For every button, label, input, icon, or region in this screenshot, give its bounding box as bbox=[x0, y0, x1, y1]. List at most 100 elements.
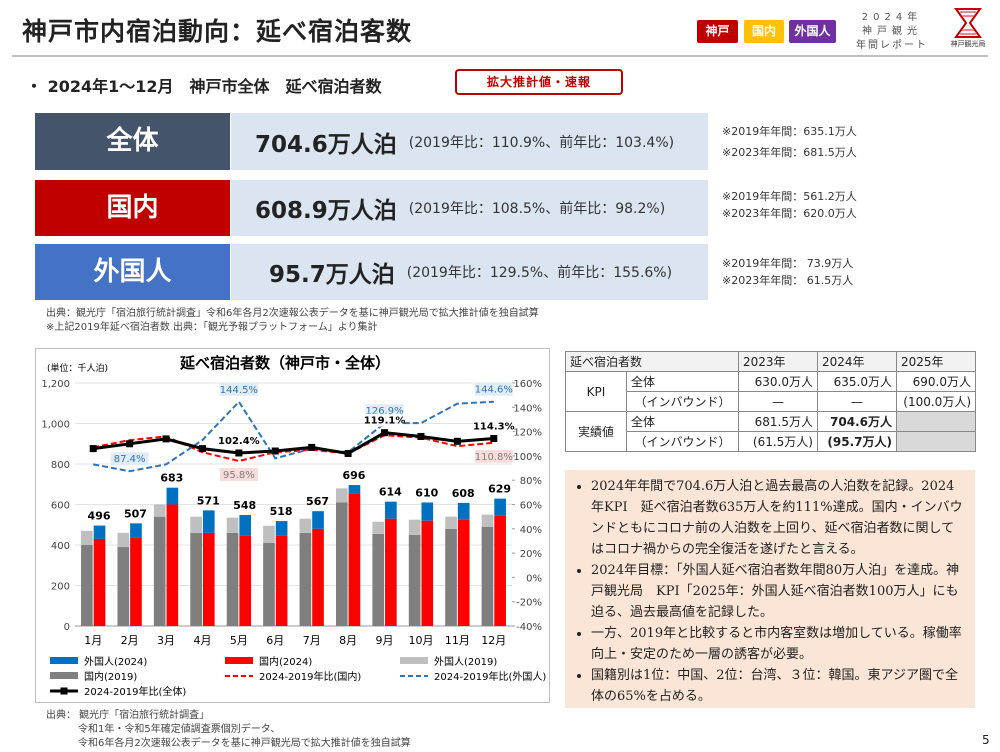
bar bbox=[117, 532, 130, 548]
legend-swatch bbox=[225, 657, 253, 664]
table-cell: 実績値 bbox=[565, 411, 627, 452]
tag: 外国人 bbox=[789, 20, 836, 43]
bar bbox=[202, 510, 215, 533]
label-bg bbox=[474, 419, 513, 433]
table-cell: 全体 bbox=[626, 371, 739, 392]
note: ※2023年年間： 61.5万人 bbox=[722, 274, 854, 287]
bar bbox=[93, 538, 106, 626]
row-label: 国内 bbox=[35, 180, 230, 236]
table-cell: （インバウンド） bbox=[626, 391, 739, 412]
total-label: 496 bbox=[88, 510, 111, 523]
line bbox=[93, 431, 494, 456]
x-tick-label: 10月 bbox=[408, 634, 433, 647]
bar bbox=[312, 528, 324, 626]
legend-swatch bbox=[50, 657, 78, 664]
x-tick-label: 4月 bbox=[193, 634, 211, 647]
table-cell: (61.5万人) bbox=[738, 431, 818, 452]
bar bbox=[335, 502, 348, 626]
bar bbox=[202, 532, 215, 626]
bar bbox=[275, 521, 288, 536]
bar bbox=[166, 487, 179, 505]
logo-text: 神戸観光局 bbox=[951, 39, 986, 48]
logo: 神戸観光局 bbox=[951, 8, 986, 48]
row-label: 外国人 bbox=[35, 244, 230, 300]
table-cell: (100.0万人) bbox=[896, 391, 976, 412]
total-label: 629 bbox=[488, 483, 511, 496]
bar bbox=[312, 511, 324, 529]
source-line: 出典：観光庁「宿泊旅行統計調査」令和6年各月2次速報公表データを基に神戸観光局で… bbox=[46, 308, 539, 319]
x-tick-label: 8月 bbox=[339, 634, 357, 647]
y-axis-label: (単位：千人泊) bbox=[47, 362, 108, 374]
label-bg bbox=[365, 413, 404, 427]
y2-tick-label: 140% bbox=[513, 403, 542, 414]
bullet: 国籍別は1位：中国、2位：台湾、３位：韓国。東アジア圏で全体の65%を占める。 bbox=[591, 665, 965, 707]
table-cell: 681.5万人 bbox=[738, 411, 818, 432]
x-tick-label: 1月 bbox=[84, 634, 102, 647]
marker bbox=[417, 432, 425, 440]
tag: 国内 bbox=[744, 20, 784, 43]
comparison: (2019年比：110.9%、前年比：103.4%) bbox=[408, 134, 675, 151]
notes: ※2019年年間：635.1万人 ※2023年年間：681.5万人 bbox=[722, 121, 857, 163]
bar bbox=[299, 518, 312, 533]
data-label: 144.6% bbox=[475, 385, 513, 396]
data-label: 126.9% bbox=[365, 406, 403, 417]
bar bbox=[275, 535, 288, 626]
marker bbox=[126, 440, 134, 448]
data-label: 87.4% bbox=[114, 454, 146, 465]
label-bg bbox=[219, 433, 258, 447]
source: 出典：観光庁「宿泊旅行統計調査」令和6年各月2次速報公表データを基に神戸観光局で… bbox=[46, 307, 539, 335]
row-value: 608.9万人泊 (2019年比：108.5%、前年比：98.2%) bbox=[231, 180, 708, 236]
bar bbox=[457, 519, 470, 626]
data-label: 102.4% bbox=[218, 436, 260, 447]
label-bg bbox=[219, 468, 258, 482]
comparison: (2019年比：108.5%、前年比：98.2%) bbox=[408, 201, 666, 217]
label-bg bbox=[110, 452, 149, 466]
bar bbox=[385, 501, 397, 519]
bar bbox=[348, 493, 361, 626]
y2-tick-label: 160% bbox=[513, 379, 542, 390]
badge: 拡大推計値・速報 bbox=[455, 69, 623, 95]
report-label: 年間レポート bbox=[856, 40, 928, 51]
marker bbox=[453, 437, 461, 445]
y2-tick-label: 20% bbox=[520, 549, 542, 560]
legend-label: 国内(2019) bbox=[84, 670, 137, 683]
bar bbox=[153, 504, 166, 517]
bar bbox=[372, 521, 385, 534]
bar bbox=[93, 525, 106, 539]
bar bbox=[385, 518, 397, 626]
bar bbox=[226, 517, 239, 533]
bar bbox=[153, 516, 166, 626]
table-header: 2023年 bbox=[738, 351, 818, 372]
data-label: 110.8% bbox=[475, 452, 513, 463]
legend-swatch bbox=[50, 672, 78, 679]
total-label: 608 bbox=[452, 487, 475, 500]
divider bbox=[12, 55, 988, 57]
y2-tick-label: 100% bbox=[513, 452, 542, 463]
note: ※2019年年間：561.2万人 bbox=[722, 190, 857, 203]
table-cell: （インバウンド） bbox=[626, 431, 739, 452]
label-bg bbox=[474, 449, 513, 463]
marker bbox=[271, 447, 279, 455]
bar bbox=[226, 532, 239, 626]
tag: 神戸 bbox=[697, 20, 738, 43]
marker bbox=[308, 443, 316, 451]
row-value: 95.7万人泊 (2019年比：129.5%、前年比：155.6%) bbox=[231, 244, 708, 300]
data-label: 114.3% bbox=[473, 422, 515, 433]
chart-title: 延べ宿泊者数（神戸市・全体） bbox=[179, 354, 390, 372]
table-header: 延べ宿泊者数 bbox=[565, 351, 739, 372]
bar bbox=[190, 532, 202, 626]
bar bbox=[263, 525, 275, 543]
table-cell: 635.0万人 bbox=[817, 371, 897, 392]
y2-tick-label: 60% bbox=[520, 501, 542, 512]
table-cell: — bbox=[738, 391, 818, 412]
data-label: 144.5% bbox=[220, 385, 258, 396]
total-label: 610 bbox=[415, 486, 438, 499]
y2-tick-label: 40% bbox=[520, 525, 542, 536]
note: ※2019年年間： 73.9万人 bbox=[722, 257, 854, 270]
value: 704.6万人泊 bbox=[255, 131, 397, 158]
total-label: 507 bbox=[124, 507, 147, 520]
x-tick-label: 9月 bbox=[376, 634, 394, 647]
bar bbox=[408, 534, 421, 626]
note: ※2023年年間：681.5万人 bbox=[722, 146, 857, 159]
